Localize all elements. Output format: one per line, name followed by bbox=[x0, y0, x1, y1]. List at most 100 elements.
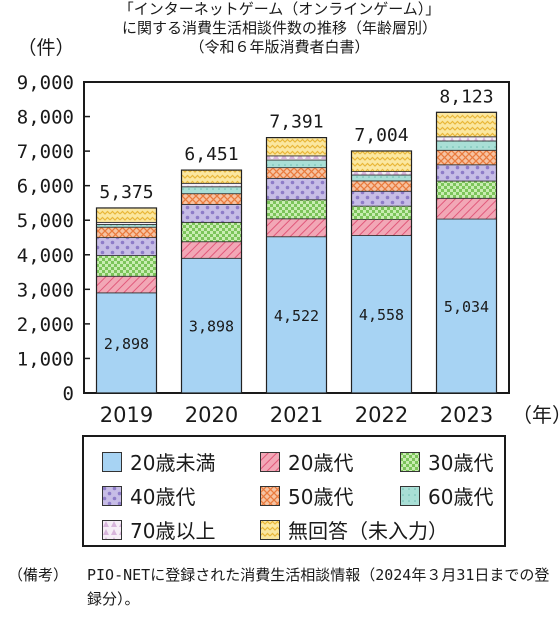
legend-label-under20: 20歳未満 bbox=[130, 451, 216, 475]
total-label-2022: 7,004 bbox=[354, 125, 408, 146]
total-label-2019: 5,375 bbox=[99, 182, 153, 203]
bar-segment-unknown-2019 bbox=[96, 207, 157, 223]
note-label: （備考） bbox=[8, 566, 69, 584]
bar-segment-20s-2019 bbox=[96, 275, 157, 294]
value-label-under20-2021: 4,522 bbox=[274, 307, 319, 325]
bar-segment-30s-2020 bbox=[181, 221, 242, 243]
chart-title-line-3: （令和６年版消費者白書） bbox=[189, 38, 370, 56]
bar-segment-40s-2023 bbox=[436, 164, 497, 182]
legend-item-50s: 50歳代 bbox=[260, 481, 353, 510]
legend-label-50s: 50歳代 bbox=[288, 485, 354, 509]
bar-segment-60s-2023 bbox=[436, 140, 497, 151]
bar-segment-70plus-2021 bbox=[266, 155, 327, 161]
bar-segment-60s-2021 bbox=[266, 159, 327, 169]
y-tick-label: 6,000 bbox=[17, 176, 74, 198]
x-unit-label: （年） bbox=[512, 403, 559, 427]
bar-outline-2020 bbox=[180, 169, 243, 394]
value-label-under20-2023: 5,034 bbox=[444, 298, 489, 316]
legend-item-unknown: 無回答（未入力） bbox=[260, 515, 448, 544]
legend-swatch-60s bbox=[400, 485, 420, 506]
legend-label-70plus: 70歳以上 bbox=[130, 519, 216, 543]
total-label-2020: 6,451 bbox=[184, 144, 238, 165]
y-tick-label: 3,000 bbox=[17, 279, 74, 301]
legend-label-60s: 60歳代 bbox=[428, 485, 494, 509]
bar-segment-30s-2022 bbox=[351, 205, 412, 221]
bar-segment-unknown-2023 bbox=[436, 111, 497, 138]
bar-segment-60s-2022 bbox=[351, 174, 412, 182]
bar-segment-20s-2020 bbox=[181, 241, 242, 259]
y-tick-label: 5,000 bbox=[17, 210, 74, 232]
total-label-2021: 7,391 bbox=[269, 112, 323, 133]
legend-item-60s: 60歳代 bbox=[400, 481, 493, 510]
total-label-2023: 8,123 bbox=[439, 86, 493, 107]
x-tick-label-2021: 2021 bbox=[270, 403, 323, 427]
bar-segment-20s-2022 bbox=[351, 219, 412, 236]
bar-segment-unknown-2021 bbox=[266, 137, 327, 157]
y-tick-label: 4,000 bbox=[17, 245, 74, 267]
bar-segment-40s-2021 bbox=[266, 177, 327, 201]
bar-segment-70plus-2020 bbox=[181, 182, 242, 188]
y-tick-label: 9,000 bbox=[17, 72, 74, 94]
legend-label-unknown: 無回答（未入力） bbox=[288, 519, 448, 543]
legend-item-30s: 30歳代 bbox=[400, 447, 493, 476]
bar-segment-40s-2020 bbox=[181, 203, 242, 223]
bar-outline-2019 bbox=[95, 207, 158, 394]
legend-swatch-under20 bbox=[102, 451, 122, 472]
bar-segment-40s-2022 bbox=[351, 190, 412, 207]
chart-title-line-1: 「インターネットゲーム（オンラインゲーム）」 bbox=[118, 0, 441, 18]
bar-segment-30s-2019 bbox=[96, 255, 157, 277]
y-tick-label: 8,000 bbox=[17, 107, 74, 129]
bar-segment-under20-2021 bbox=[266, 236, 327, 394]
legend-swatch-70plus bbox=[102, 519, 122, 540]
legend-swatch-30s bbox=[400, 451, 420, 472]
bar-segment-under20-2019 bbox=[96, 292, 157, 394]
bar-outline-2021 bbox=[265, 136, 328, 394]
bar-segment-70plus-2023 bbox=[436, 136, 497, 142]
y-tick-label: 7,000 bbox=[17, 141, 74, 163]
bar-segment-unknown-2022 bbox=[351, 150, 412, 172]
bar-segment-50s-2022 bbox=[351, 180, 412, 192]
y-tick-label: 1,000 bbox=[17, 348, 74, 370]
bar-segment-under20-2020 bbox=[181, 257, 242, 394]
bar-segment-50s-2019 bbox=[96, 226, 157, 238]
chart-title-line-2: に関する消費生活相談件数の推移（年齢層別） bbox=[121, 19, 437, 37]
x-tick-label-2023: 2023 bbox=[440, 403, 493, 427]
legend-item-40s: 40歳代 bbox=[102, 481, 195, 510]
bar-segment-60s-2019 bbox=[96, 224, 157, 228]
y-axis-label: （件） bbox=[17, 37, 74, 59]
legend-label-40s: 40歳代 bbox=[130, 485, 196, 509]
bar-segment-20s-2021 bbox=[266, 218, 327, 238]
bar-segment-unknown-2020 bbox=[181, 169, 242, 184]
bar-segment-50s-2023 bbox=[436, 149, 497, 166]
bar-segment-20s-2023 bbox=[436, 197, 497, 220]
legend-swatch-20s bbox=[260, 451, 280, 472]
legend-item-20s: 20歳代 bbox=[260, 447, 353, 476]
legend-item-70plus: 70歳以上 bbox=[102, 515, 215, 544]
legend-item-under20: 20歳未満 bbox=[102, 447, 215, 476]
y-tick-label: 0 bbox=[63, 383, 74, 405]
legend-swatch-40s bbox=[102, 485, 122, 506]
bar-outline-2022 bbox=[350, 150, 413, 394]
bar-outline-2023 bbox=[435, 111, 498, 394]
legend-label-20s: 20歳代 bbox=[288, 451, 354, 475]
chart-legend: 20歳未満 20歳代 30歳代 40歳代 50歳代 60歳代 70歳以上 無回答（未入力） bbox=[82, 435, 506, 547]
legend-label-30s: 30歳代 bbox=[428, 451, 494, 475]
stacked-bar-chart: 0 1,000 2,000 3,000 4,000 5,000 6,000 7,000 8,00… bbox=[17, 37, 559, 427]
x-tick-label-2022: 2022 bbox=[355, 403, 408, 427]
bar-segment-50s-2021 bbox=[266, 167, 327, 179]
legend-swatch-unknown bbox=[260, 519, 280, 540]
legend-swatch-50s bbox=[260, 485, 280, 506]
bar-segment-70plus-2022 bbox=[351, 171, 412, 176]
value-label-under20-2022: 4,558 bbox=[359, 306, 404, 324]
note-text: PIO-NETに登録された消費生活相談情報（2024年３月31日までの登録分）。 bbox=[87, 566, 550, 608]
bar-segment-30s-2021 bbox=[266, 199, 327, 220]
value-label-under20-2020: 3,898 bbox=[189, 318, 234, 336]
bar-segment-60s-2020 bbox=[181, 186, 242, 195]
bar-segment-30s-2023 bbox=[436, 180, 497, 199]
x-tick-label-2019: 2019 bbox=[100, 403, 153, 427]
y-tick-label: 2,000 bbox=[17, 314, 74, 336]
bar-segment-40s-2019 bbox=[96, 237, 157, 256]
value-label-under20-2019: 2,898 bbox=[104, 335, 149, 353]
x-tick-label-2020: 2020 bbox=[185, 403, 238, 427]
bar-segment-50s-2020 bbox=[181, 193, 242, 205]
